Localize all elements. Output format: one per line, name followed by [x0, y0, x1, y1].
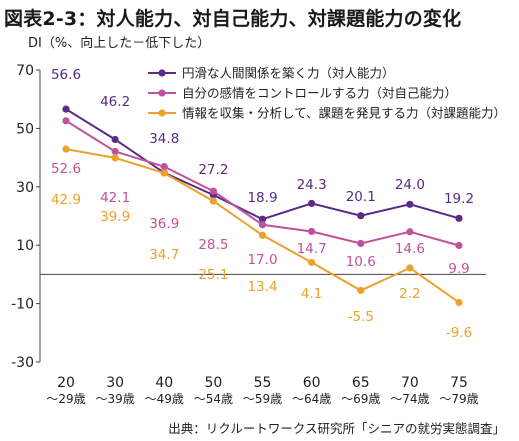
data-point	[406, 228, 414, 236]
data-point	[455, 214, 463, 222]
y-tick-label: 70	[16, 63, 34, 79]
data-point	[209, 187, 217, 195]
x-tick-sublabel: ～49歳	[145, 392, 184, 406]
data-label: 18.9	[247, 190, 277, 206]
data-point	[258, 231, 267, 239]
x-tick-sublabel: ～54歳	[194, 392, 233, 406]
data-point	[62, 105, 70, 113]
y-axis-label: DI（%、向上した－低下した）	[28, 35, 210, 51]
data-label: -9.6	[446, 325, 472, 341]
data-point	[455, 298, 463, 307]
data-point	[308, 199, 316, 208]
data-label: -5.5	[348, 309, 374, 325]
data-label: 34.8	[149, 131, 179, 147]
data-point	[258, 215, 267, 223]
x-tick-sublabel: ～79歳	[439, 392, 478, 406]
x-tick-sublabel: ～69歳	[341, 392, 380, 406]
data-point	[406, 264, 414, 272]
data-point	[308, 258, 316, 267]
data-label: 14.6	[395, 241, 425, 257]
x-tick-label: 60	[303, 375, 321, 391]
data-label: 56.6	[51, 67, 81, 83]
data-point	[160, 169, 168, 177]
y-tick-label: 30	[16, 180, 34, 196]
x-tick-sublabel: ～64歳	[292, 392, 331, 406]
x-tick-label: 55	[254, 375, 272, 391]
legend-entry: 円滑な人間関係を築く力（対人能力）	[182, 66, 395, 81]
data-label: 14.7	[297, 241, 327, 257]
data-label: 52.6	[51, 161, 81, 177]
x-tick-sublabel: ～74歳	[390, 392, 429, 406]
figure-title: 図表2-3：対人能力、対自己能力、対課題能力の変化	[4, 8, 462, 30]
data-label: 36.9	[149, 216, 179, 232]
x-tick-sublabel: ～59歳	[243, 392, 282, 406]
x-tick-label: 50	[204, 375, 222, 391]
x-tick-label: 30	[106, 375, 124, 391]
data-label: 19.2	[444, 191, 474, 207]
data-label: 2.2	[399, 286, 420, 302]
y-tick-label: -10	[11, 297, 34, 313]
data-label: 17.0	[247, 252, 277, 268]
legend-entry: 自分の感情をコントロールする力（対自己能力）	[182, 86, 457, 101]
data-label: 39.9	[100, 209, 130, 225]
data-point	[258, 221, 267, 229]
y-tick-label: 10	[16, 238, 34, 254]
data-point	[455, 241, 463, 250]
legend-entry: 情報を収集・分析して、課題を発見する力（対課題能力）	[182, 106, 506, 121]
y-tick-label: -30	[11, 355, 34, 371]
data-point	[209, 197, 217, 205]
data-label: 28.5	[198, 237, 228, 253]
data-label: 10.6	[346, 254, 376, 270]
x-tick-sublabel: ～29歳	[46, 392, 85, 406]
data-point	[357, 286, 365, 295]
x-tick-label: 65	[352, 375, 370, 391]
data-label: 25.1	[198, 267, 228, 283]
x-tick-label: 20	[57, 375, 75, 391]
legend-swatch-marker	[158, 89, 166, 97]
legend-swatch-marker	[158, 69, 166, 77]
data-point	[62, 145, 70, 153]
data-label: 42.1	[100, 190, 130, 206]
source-note: 出典：リクルートワークス研究所「シニアの就労実態調査」	[168, 421, 505, 436]
data-point	[357, 239, 365, 248]
data-label: 24.0	[395, 177, 425, 193]
data-label: 20.1	[346, 189, 376, 205]
data-label: 24.3	[297, 177, 327, 193]
legend-swatch-marker	[158, 109, 166, 117]
data-point	[357, 212, 365, 220]
data-label: 9.9	[448, 261, 469, 277]
data-point	[62, 117, 70, 125]
data-label: 34.7	[149, 247, 179, 263]
y-tick-label: 50	[16, 121, 34, 137]
x-tick-label: 75	[450, 375, 468, 391]
data-label: 4.1	[301, 286, 322, 302]
data-label: 13.4	[247, 279, 277, 295]
x-tick-label: 40	[155, 375, 173, 391]
data-point	[406, 200, 414, 208]
data-point	[160, 163, 168, 171]
data-point	[111, 147, 119, 156]
data-point	[111, 135, 119, 144]
data-label: 46.2	[100, 94, 130, 110]
x-tick-label: 70	[401, 375, 419, 391]
data-point	[111, 154, 119, 162]
data-label: 27.2	[198, 162, 228, 178]
data-point	[308, 227, 316, 236]
x-tick-sublabel: ～39歳	[95, 392, 134, 406]
data-label: 42.9	[51, 192, 81, 208]
